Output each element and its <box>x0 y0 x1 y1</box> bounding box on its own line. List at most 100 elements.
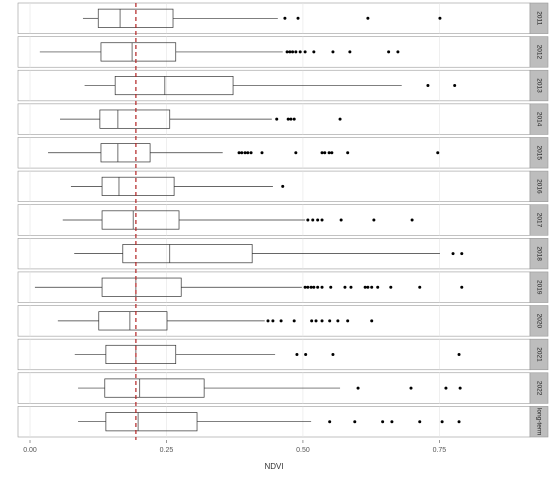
outlier <box>460 285 464 289</box>
outlier <box>291 50 295 54</box>
outlier <box>363 285 367 289</box>
outlier <box>410 218 414 222</box>
outlier <box>348 50 352 54</box>
strip-label: 2015 <box>535 146 542 161</box>
outlier <box>438 16 442 20</box>
box <box>100 143 151 163</box>
outlier <box>440 420 444 424</box>
outlier <box>288 50 292 54</box>
outlier <box>436 151 440 155</box>
strip-label: long-term <box>535 408 542 435</box>
outlier <box>320 218 324 222</box>
box <box>114 76 234 96</box>
outlier <box>444 386 448 390</box>
outlier <box>312 285 316 289</box>
outlier <box>418 420 422 424</box>
outlier <box>286 117 290 121</box>
outlier <box>331 50 335 54</box>
strip-label: 2022 <box>535 381 542 396</box>
panel <box>17 137 531 169</box>
outlier <box>366 285 370 289</box>
box <box>98 311 168 331</box>
strip-label: 2020 <box>535 314 542 329</box>
outlier <box>331 352 335 356</box>
outlier <box>457 420 461 424</box>
outlier <box>294 151 298 155</box>
outlier <box>327 151 331 155</box>
x-tick-label: 0.25 <box>160 447 174 454</box>
outlier <box>306 285 310 289</box>
box <box>101 277 182 297</box>
outlier <box>243 151 247 155</box>
outlier <box>275 117 279 121</box>
x-axis-label: NDVI <box>264 462 283 471</box>
outlier <box>353 420 357 424</box>
strip <box>529 103 549 135</box>
outlier <box>309 285 313 289</box>
outlier <box>237 151 241 155</box>
strip-label: 2016 <box>535 179 542 194</box>
strip <box>529 238 549 270</box>
outlier <box>328 420 332 424</box>
strip <box>529 338 549 371</box>
x-tick-label: 0.00 <box>23 447 37 454</box>
outlier <box>372 218 376 222</box>
x-tick-label: 0.75 <box>433 447 447 454</box>
strip <box>529 2 549 34</box>
outlier <box>306 218 310 222</box>
outlier <box>240 151 244 155</box>
outlier <box>320 319 324 323</box>
outlier <box>343 285 347 289</box>
strip-label: 2017 <box>535 213 542 228</box>
strip-label: 2021 <box>535 347 542 362</box>
outlier <box>279 319 283 323</box>
strip <box>529 36 549 68</box>
outlier <box>339 218 343 222</box>
outlier <box>266 319 270 323</box>
box <box>105 412 198 432</box>
strip <box>529 204 549 236</box>
outlier <box>457 352 461 356</box>
panel <box>17 170 531 202</box>
outlier <box>346 319 350 323</box>
outlier <box>320 285 324 289</box>
outlier <box>303 50 307 54</box>
outlier <box>316 218 320 222</box>
strip <box>529 69 549 102</box>
strip <box>529 372 549 404</box>
outlier <box>330 151 334 155</box>
outlier <box>396 50 400 54</box>
outlier <box>376 285 380 289</box>
outlier <box>292 117 296 121</box>
outlier <box>366 16 370 20</box>
outlier <box>304 352 308 356</box>
outlier <box>292 319 296 323</box>
outlier <box>303 285 307 289</box>
strip-label: 2012 <box>535 45 542 60</box>
outlier <box>314 319 318 323</box>
outlier <box>294 50 298 54</box>
outlier <box>316 285 320 289</box>
strip <box>529 305 549 337</box>
outlier <box>336 319 340 323</box>
outlier <box>349 285 353 289</box>
box <box>100 42 177 62</box>
box <box>104 378 205 398</box>
outlier <box>312 50 316 54</box>
outlier <box>346 151 350 155</box>
outlier <box>418 285 422 289</box>
outlier <box>295 352 299 356</box>
outlier <box>271 319 275 323</box>
outlier <box>310 319 314 323</box>
box <box>105 344 177 364</box>
outlier <box>409 386 413 390</box>
box <box>101 176 175 196</box>
outlier <box>246 151 250 155</box>
outlier <box>283 16 287 20</box>
outlier <box>381 420 385 424</box>
outlier <box>289 117 293 121</box>
outlier <box>370 285 374 289</box>
box <box>99 109 171 129</box>
strip-label: 2018 <box>535 246 542 261</box>
